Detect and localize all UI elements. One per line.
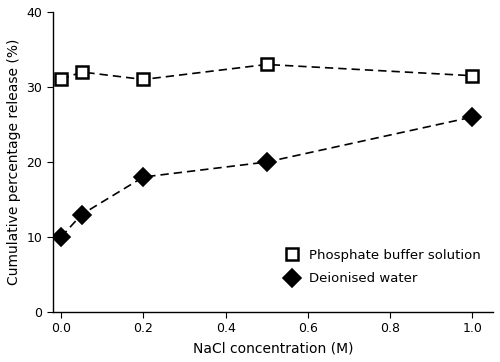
Y-axis label: Cumulative percentage release (%): Cumulative percentage release (%) xyxy=(7,39,21,285)
X-axis label: NaCl concentration (M): NaCl concentration (M) xyxy=(192,341,353,355)
Legend: Phosphate buffer solution, Deionised water: Phosphate buffer solution, Deionised wat… xyxy=(280,243,486,290)
